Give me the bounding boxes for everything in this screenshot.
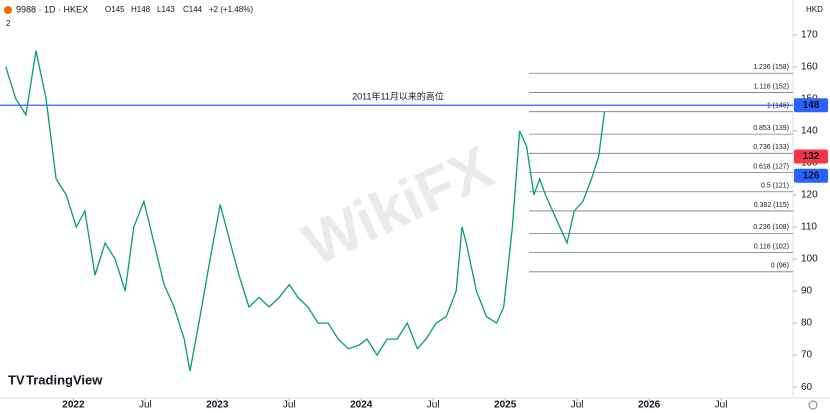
x-tick-label: Jul [715, 400, 728, 411]
fib-label: 0.5 (121) [761, 183, 789, 190]
brand-logo: TV [8, 372, 25, 387]
price-label-box [794, 168, 828, 183]
y-tick-label: 140 [801, 126, 818, 137]
price-label: 132 [803, 151, 820, 162]
currency[interactable]: HKD [806, 5, 823, 14]
x-tick-label: 2022 [62, 400, 85, 411]
fib-label: 0.236 (108) [753, 224, 789, 231]
x-tick-label: 2025 [494, 400, 517, 411]
price-label: 148 [803, 100, 820, 111]
price-label: 126 [803, 170, 820, 181]
x-tick-label: 2026 [638, 400, 661, 411]
ohlc-value: C144 [183, 5, 203, 14]
fib-label: 0.618 (127) [753, 163, 789, 170]
y-tick-label: 70 [801, 350, 813, 361]
y-tick-label: 160 [801, 61, 818, 72]
settings-icon[interactable] [808, 400, 818, 410]
x-tick-label: Jul [571, 400, 584, 411]
indicator-count[interactable]: 2 [6, 19, 11, 28]
y-tick-label: 170 [801, 29, 818, 40]
price-label-box [794, 149, 828, 164]
y-tick-label: 110 [801, 222, 817, 233]
fib-label: 0.116 (102) [754, 243, 789, 250]
symbol[interactable]: 9988 · 1D · HKEX [16, 4, 88, 14]
hline-annotation: 2011年11月以来的高位 [352, 91, 444, 102]
symbol-icon [4, 6, 12, 14]
y-tick-label: 100 [801, 254, 818, 265]
y-tick-label: 60 [801, 382, 813, 393]
fib-label: 1 (146) [767, 103, 789, 110]
brand: TradingView [26, 372, 103, 387]
y-tick-label: 120 [801, 190, 818, 201]
x-tick-label: Jul [139, 400, 152, 411]
ohlc-value: O145 [105, 5, 125, 14]
price-line [5, 50, 606, 372]
fib-label: 1.116 (152) [754, 83, 789, 90]
y-tick-label: 90 [801, 286, 813, 297]
ohlc-value: H148 [131, 5, 151, 14]
x-tick-label: 2023 [206, 400, 229, 411]
ohlc-value: L143 [157, 5, 175, 14]
fib-label: 1.236 (158) [753, 64, 789, 71]
ohlc-value: +2 (+1.48%) [209, 5, 253, 14]
fib-label: 0 (96) [771, 263, 789, 270]
price-label-box [794, 98, 828, 113]
y-tick-label: 80 [801, 318, 813, 329]
x-tick-label: Jul [427, 400, 440, 411]
fib-label: 0.382 (115) [754, 202, 789, 209]
fib-label: 0.736 (133) [753, 144, 789, 151]
x-tick-label: Jul [283, 400, 296, 411]
x-tick-label: 2024 [350, 400, 373, 411]
fib-label: 0.853 (139) [753, 125, 789, 132]
